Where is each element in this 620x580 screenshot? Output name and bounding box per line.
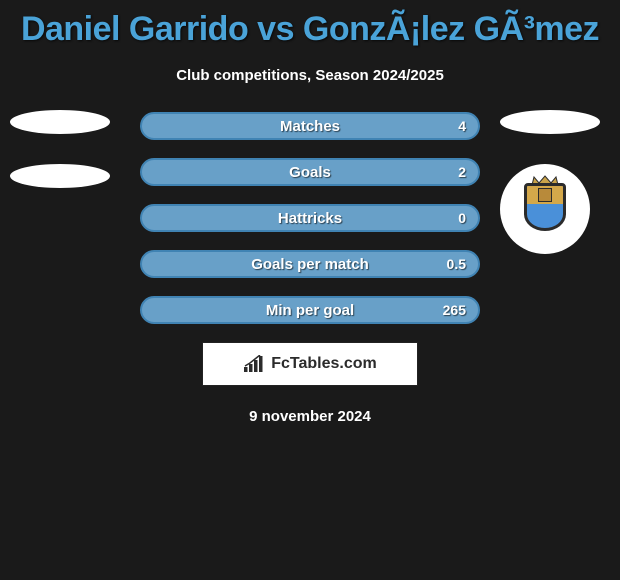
stat-right-value: 0 <box>458 210 466 226</box>
stat-right-value: 4 <box>458 118 466 134</box>
left-badge-2 <box>10 164 110 188</box>
stat-label: Goals per match <box>251 256 369 273</box>
stat-row: Goals per match 0.5 <box>140 250 480 278</box>
stat-label: Goals <box>289 164 331 181</box>
stats-area: Matches 4 Goals 2 Hattricks 0 Goals per match 0… <box>0 112 620 425</box>
stat-right-value: 2 <box>458 164 466 180</box>
stat-row: Goals 2 <box>140 158 480 186</box>
stat-rows-container: Matches 4 Goals 2 Hattricks 0 Goals per match 0… <box>140 112 480 324</box>
right-club-badge <box>500 164 590 254</box>
stat-row: Min per goal 265 <box>140 296 480 324</box>
stat-label: Matches <box>280 118 340 135</box>
left-badge-1 <box>10 110 110 134</box>
right-badge-1 <box>500 110 600 134</box>
brand-badge[interactable]: FcTables.com <box>202 342 418 386</box>
stat-row: Matches 4 <box>140 112 480 140</box>
stat-label: Min per goal <box>266 302 354 319</box>
left-player-badges <box>10 110 110 218</box>
brand-text: FcTables.com <box>271 355 377 373</box>
season-subtitle: Club competitions, Season 2024/2025 <box>0 67 620 84</box>
stat-right-value: 265 <box>443 302 466 318</box>
comparison-title: Daniel Garrido vs GonzÃ¡lez GÃ³mez <box>0 10 620 49</box>
stat-label: Hattricks <box>278 210 342 227</box>
stat-row: Hattricks 0 <box>140 204 480 232</box>
bar-chart-icon <box>243 355 265 373</box>
stat-right-value: 0.5 <box>447 256 466 272</box>
right-player-badges <box>500 110 600 254</box>
shield-icon <box>524 183 566 231</box>
date-line: 9 november 2024 <box>0 408 620 425</box>
